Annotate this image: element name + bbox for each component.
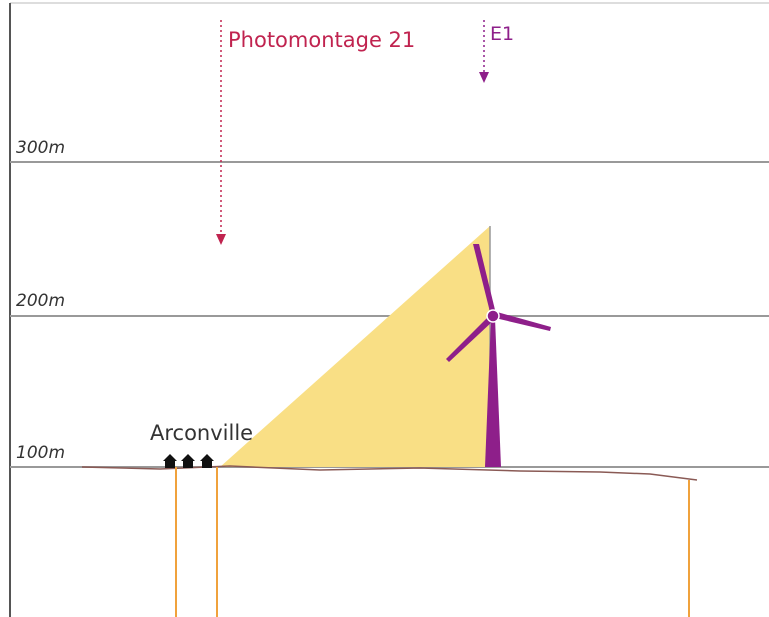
altitude-label: 100m bbox=[16, 443, 65, 463]
altitude-label: 300m bbox=[16, 138, 65, 158]
altitude-label: 200m bbox=[16, 291, 65, 311]
turbine-label: E1 bbox=[490, 23, 514, 45]
houses bbox=[163, 454, 214, 468]
ground-profile bbox=[82, 466, 697, 480]
village-label: Arconville bbox=[150, 421, 253, 445]
diagram: 300m 200m 100m Arconville Photomontage 2… bbox=[0, 0, 769, 617]
arrow-head bbox=[216, 234, 226, 245]
visibility-cone bbox=[220, 226, 490, 467]
photomontage-label: Photomontage 21 bbox=[228, 28, 415, 52]
arrow-head bbox=[479, 72, 489, 83]
